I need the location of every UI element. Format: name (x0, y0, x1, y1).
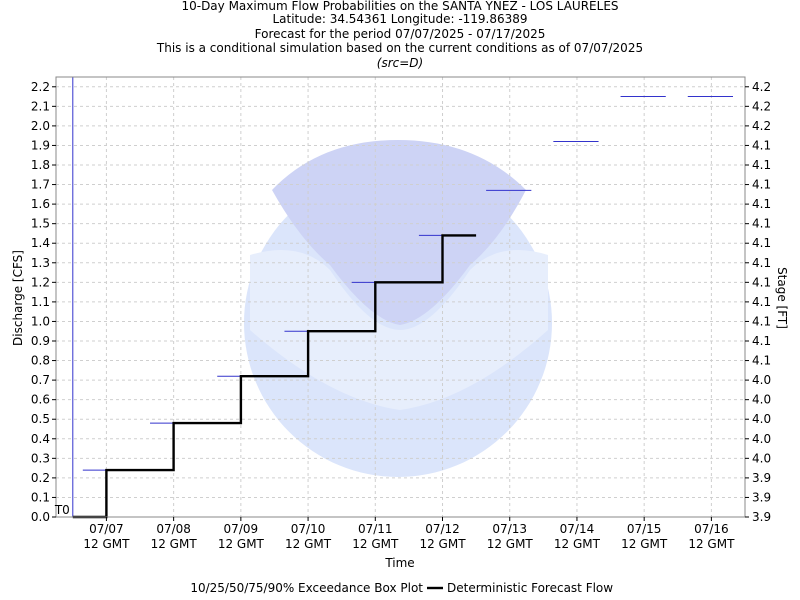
chart-title: 10-Day Maximum Flow Probabilities on the… (181, 0, 619, 13)
x-axis-title: Time (384, 556, 414, 570)
y-tick-label: 0.0 (31, 510, 50, 524)
legend-forecast-label: Deterministic Forecast Flow (447, 581, 613, 595)
x-tick-date: 07/16 (694, 522, 729, 536)
y-tick-label: 0.9 (31, 334, 50, 348)
t0-label: T0 (54, 503, 70, 517)
y-tick-label: 0.6 (31, 393, 50, 407)
chart-period: Forecast for the period 07/07/2025 - 07/… (254, 27, 546, 41)
y-tick-label: 1.7 (31, 178, 50, 192)
y-right-tick-label: 4.0 (752, 432, 771, 446)
y-tick-label: 1.9 (31, 138, 50, 152)
y-right-tick-label: 4.1 (752, 354, 771, 368)
x-tick-time: 12 GMT (285, 537, 332, 551)
y-tick-label: 2.0 (31, 119, 50, 133)
y-tick-label: 0.3 (31, 451, 50, 465)
x-tick-date: 07/13 (492, 522, 527, 536)
y-right-tick-label: 4.1 (752, 197, 771, 211)
y-tick-label: 1.0 (31, 314, 50, 328)
y-right-tick-label: 3.9 (752, 510, 771, 524)
legend: 10/25/50/75/90% Exceedance Box Plot Dete… (190, 581, 613, 595)
y-right-tick-label: 4.1 (752, 295, 771, 309)
y-right-tick-label: 4.1 (752, 138, 771, 152)
chart-coordinates: Latitude: 34.54361 Longitude: -119.86389 (272, 12, 528, 26)
y-right-tick-label: 4.0 (752, 373, 771, 387)
x-tick-date: 07/10 (291, 522, 326, 536)
y-right-tick-label: 4.2 (752, 80, 771, 94)
y-tick-label: 1.1 (31, 295, 50, 309)
y-right-tick-label: 4.1 (752, 275, 771, 289)
x-tick-time: 12 GMT (218, 537, 265, 551)
y-right-tick-label: 3.9 (752, 471, 771, 485)
y-right-tick-label: 4.1 (752, 158, 771, 172)
y-right-tick-label: 4.1 (752, 217, 771, 231)
x-tick-time: 12 GMT (487, 537, 534, 551)
y-tick-label: 1.5 (31, 217, 50, 231)
x-tick-date: 07/14 (560, 522, 595, 536)
y-right-tick-label: 4.2 (752, 119, 771, 133)
grid-lines (56, 77, 745, 518)
y-tick-label: 0.8 (31, 354, 50, 368)
x-tick-date: 07/12 (425, 522, 460, 536)
y-tick-label: 1.6 (31, 197, 50, 211)
y-right-tick-label: 4.1 (752, 334, 771, 348)
y-tick-label: 1.3 (31, 256, 50, 270)
x-tick-date: 07/07 (89, 522, 124, 536)
y-tick-label: 1.8 (31, 158, 50, 172)
y-tick-label: 0.1 (31, 490, 50, 504)
y-right-tick-label: 4.0 (752, 451, 771, 465)
chart-note: This is a conditional simulation based o… (156, 41, 644, 55)
x-tick-time: 12 GMT (352, 537, 399, 551)
y-tick-label: 2.1 (31, 99, 50, 113)
x-tick-time: 12 GMT (151, 537, 198, 551)
y-tick-label: 0.2 (31, 471, 50, 485)
legend-boxplot-label: 10/25/50/75/90% Exceedance Box Plot (190, 581, 423, 595)
x-tick-time: 12 GMT (621, 537, 668, 551)
y-right-tick-label: 4.0 (752, 412, 771, 426)
y-tick-label: 0.4 (31, 432, 50, 446)
y-tick-label: 0.5 (31, 412, 50, 426)
x-tick-date: 07/11 (358, 522, 393, 536)
x-tick-date: 07/09 (224, 522, 259, 536)
x-tick-date: 07/08 (156, 522, 191, 536)
x-tick-time: 12 GMT (419, 537, 466, 551)
deterministic-forecast-line (72, 234, 477, 519)
y-tick-label: 0.7 (31, 373, 50, 387)
y-right-tick-label: 4.0 (752, 393, 771, 407)
x-tick-time: 12 GMT (688, 537, 735, 551)
y-right-tick-label: 4.1 (752, 178, 771, 192)
x-tick-date: 07/15 (627, 522, 662, 536)
y-tick-label: 1.2 (31, 275, 50, 289)
x-tick-time: 12 GMT (83, 537, 130, 551)
y-right-tick-label: 3.9 (752, 490, 771, 504)
y-axis-right: 3.9 3.9 3.9 4.0 4.0 4.0 4.0 4.0 4.1 4.1 4.1 4.1 4.1 4… (745, 80, 771, 524)
y-tick-label: 2.2 (31, 80, 50, 94)
y-axis-title: Discharge [CFS] (11, 250, 25, 346)
plot-frame (55, 76, 746, 518)
y-right-tick-label: 4.1 (752, 256, 771, 270)
y-right-tick-label: 4.1 (752, 236, 771, 250)
y-axis-left: 0.0 0.1 0.2 0.3 0.4 0.5 0.6 0.7 0.8 0.9 1.0 1.1 1.2 1… (31, 80, 56, 524)
x-tick-time: 12 GMT (554, 537, 601, 551)
y-axis-right-title: Stage [FT] (775, 267, 789, 329)
y-tick-label: 1.4 (31, 236, 50, 250)
y-right-tick-label: 4.2 (752, 99, 771, 113)
chart-source: (src=D) (376, 56, 424, 70)
y-right-tick-label: 4.1 (752, 314, 771, 328)
